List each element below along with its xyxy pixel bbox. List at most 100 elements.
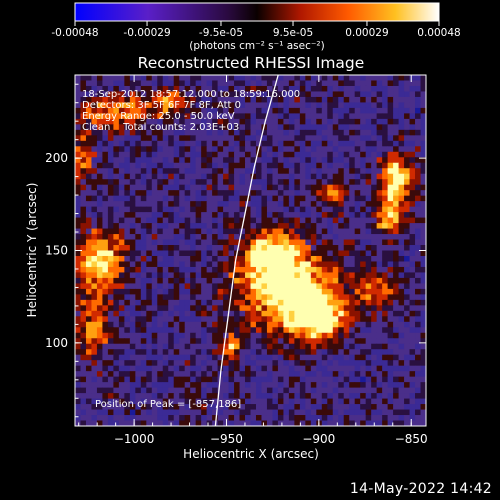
heatmap-cell — [85, 305, 92, 312]
heatmap-cell — [283, 140, 290, 147]
heatmap-cell — [365, 102, 372, 109]
heatmap-cell — [201, 415, 208, 421]
heatmap-cell — [393, 310, 399, 317]
heatmap-cell — [195, 118, 202, 125]
heatmap-cell — [184, 404, 191, 410]
heatmap-cell — [266, 245, 273, 251]
heatmap-cell — [223, 316, 229, 323]
heatmap-cell — [151, 201, 158, 208]
heatmap-cell — [255, 321, 262, 328]
heatmap-cell — [398, 151, 405, 158]
heatmap-cell — [91, 305, 98, 312]
heatmap-cell — [321, 272, 328, 279]
heatmap-cell — [376, 151, 383, 158]
heatmap-cell — [96, 124, 103, 131]
heatmap-cell — [354, 255, 361, 262]
heatmap-cell — [382, 255, 389, 262]
heatmap-cell — [190, 327, 197, 334]
heatmap-cell — [387, 250, 394, 257]
heatmap-cell — [360, 179, 367, 186]
heatmap-cell — [316, 404, 323, 410]
heatmap-cell — [294, 277, 301, 284]
heatmap-cell — [349, 212, 356, 218]
heatmap-cell — [239, 190, 246, 197]
heatmap-cell — [365, 382, 372, 389]
heatmap-cell — [250, 80, 257, 87]
heatmap-cell — [255, 168, 262, 175]
heatmap-cell — [261, 85, 268, 92]
heatmap-cell — [365, 299, 372, 306]
heatmap-cell — [360, 266, 367, 273]
heatmap-cell — [157, 129, 164, 136]
heatmap-cell — [365, 195, 372, 202]
heatmap-cell — [382, 332, 389, 339]
heatmap-cell — [91, 250, 98, 257]
heatmap-cell — [168, 332, 175, 339]
heatmap-cell — [80, 102, 87, 109]
heatmap-cell — [272, 387, 279, 394]
heatmap-cell — [255, 162, 262, 169]
heatmap-cell — [102, 234, 109, 240]
heatmap-cell — [255, 223, 262, 229]
heatmap-cell — [305, 157, 312, 164]
heatmap-cell — [338, 151, 345, 158]
heatmap-cell — [354, 327, 361, 334]
heatmap-cell — [294, 91, 301, 98]
heatmap-cell — [75, 146, 81, 153]
heatmap-cell — [80, 261, 87, 268]
heatmap-cell — [118, 272, 125, 279]
heatmap-cell — [195, 310, 202, 317]
heatmap-cell — [338, 184, 345, 191]
heatmap-cell — [91, 316, 98, 323]
heatmap-cell — [201, 245, 208, 251]
heatmap-cell — [157, 349, 164, 356]
heatmap-cell — [250, 107, 257, 114]
heatmap-cell — [255, 135, 262, 142]
heatmap-cell — [283, 228, 290, 235]
heatmap-cell — [382, 217, 389, 224]
heatmap-cell — [376, 91, 383, 98]
heatmap-cell — [85, 206, 92, 213]
heatmap-cell — [118, 157, 125, 164]
heatmap-cell — [387, 266, 394, 273]
heatmap-cell — [420, 146, 426, 153]
heatmap-cell — [255, 371, 262, 378]
heatmap-cell — [387, 277, 394, 284]
heatmap-cell — [310, 255, 317, 262]
heatmap-cell — [305, 283, 312, 290]
heatmap-cell — [338, 80, 345, 87]
heatmap-cell — [162, 80, 169, 87]
heatmap-cell — [135, 212, 142, 218]
heatmap-cell — [277, 146, 284, 153]
heatmap-cell — [135, 283, 142, 290]
heatmap-cell — [168, 321, 175, 328]
heatmap-cell — [223, 288, 229, 295]
heatmap-cell — [168, 107, 175, 114]
heatmap-cell — [135, 85, 142, 92]
heatmap-cell — [272, 140, 279, 147]
heatmap-cell — [184, 338, 191, 345]
heatmap-cell — [371, 157, 378, 164]
heatmap-cell — [288, 283, 295, 290]
heatmap-cell — [124, 245, 131, 251]
heatmap-cell — [129, 343, 136, 350]
heatmap-cell — [255, 349, 262, 356]
heatmap-cell — [223, 162, 229, 169]
heatmap-cell — [283, 135, 290, 142]
heatmap-cell — [184, 327, 191, 334]
heatmap-cell — [239, 151, 246, 158]
heatmap-cell — [404, 332, 410, 339]
heatmap-cell — [173, 272, 180, 279]
heatmap-cell — [239, 173, 246, 180]
heatmap-cell — [283, 376, 290, 383]
heatmap-cell — [398, 173, 405, 180]
heatmap-cell — [261, 140, 268, 147]
heatmap-cell — [75, 195, 81, 202]
heatmap-cell — [343, 393, 350, 399]
heatmap-cell — [420, 140, 426, 147]
heatmap-cell — [277, 327, 284, 334]
heatmap-cell — [146, 360, 153, 367]
heatmap-cell — [277, 354, 284, 361]
heatmap-cell — [283, 294, 290, 301]
heatmap-cell — [228, 118, 235, 125]
